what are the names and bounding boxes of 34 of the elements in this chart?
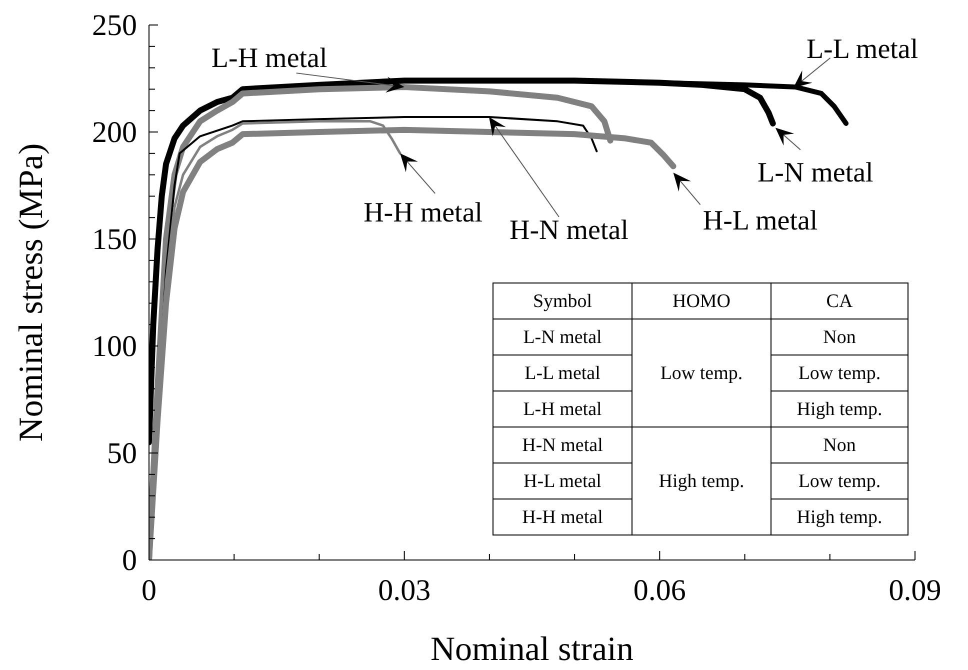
category-label: H-H metal [522, 507, 603, 528]
category-label: HOMO [672, 291, 731, 312]
x-tick-label: 0.03 [378, 574, 431, 607]
text: Low temp. [798, 363, 881, 384]
y-axis-title: Nominal stress (MPa) [13, 143, 50, 442]
y-tick-label: 100 [92, 330, 137, 363]
y-tick-label: 250 [92, 9, 137, 42]
y-tick-label: 50 [107, 437, 137, 470]
category-label: H-N metal [522, 435, 603, 456]
y-tick-label: 150 [92, 223, 137, 256]
text: Low temp. [660, 363, 743, 384]
category-label: Symbol [532, 291, 592, 312]
category-label: L-H metal [523, 399, 602, 420]
x-tick-label: 0.06 [633, 574, 686, 607]
text: High temp. [796, 399, 882, 420]
y-tick-label: 0 [122, 544, 137, 577]
text: High temp. [658, 471, 744, 492]
annotation: H-N metal [510, 215, 629, 246]
text: High temp. [796, 507, 882, 528]
text: Non [823, 435, 856, 456]
annotation: H-L metal [702, 206, 818, 237]
text: Low temp. [798, 471, 881, 492]
y-tick-label: 200 [92, 116, 137, 149]
annotation: L-N metal [757, 158, 874, 189]
annotation: L-H metal [211, 43, 328, 74]
x-tick-label: 0.09 [888, 574, 942, 607]
category-label: CA [826, 291, 853, 312]
category-label: L-N metal [523, 327, 602, 348]
annotation: L-L metal [806, 34, 918, 65]
category-label: H-L metal [524, 471, 602, 492]
annotation: H-H metal [364, 197, 483, 228]
text: Non [823, 327, 856, 348]
category-label: L-L metal [524, 363, 600, 384]
x-axis-title: Nominal strain [430, 631, 634, 668]
